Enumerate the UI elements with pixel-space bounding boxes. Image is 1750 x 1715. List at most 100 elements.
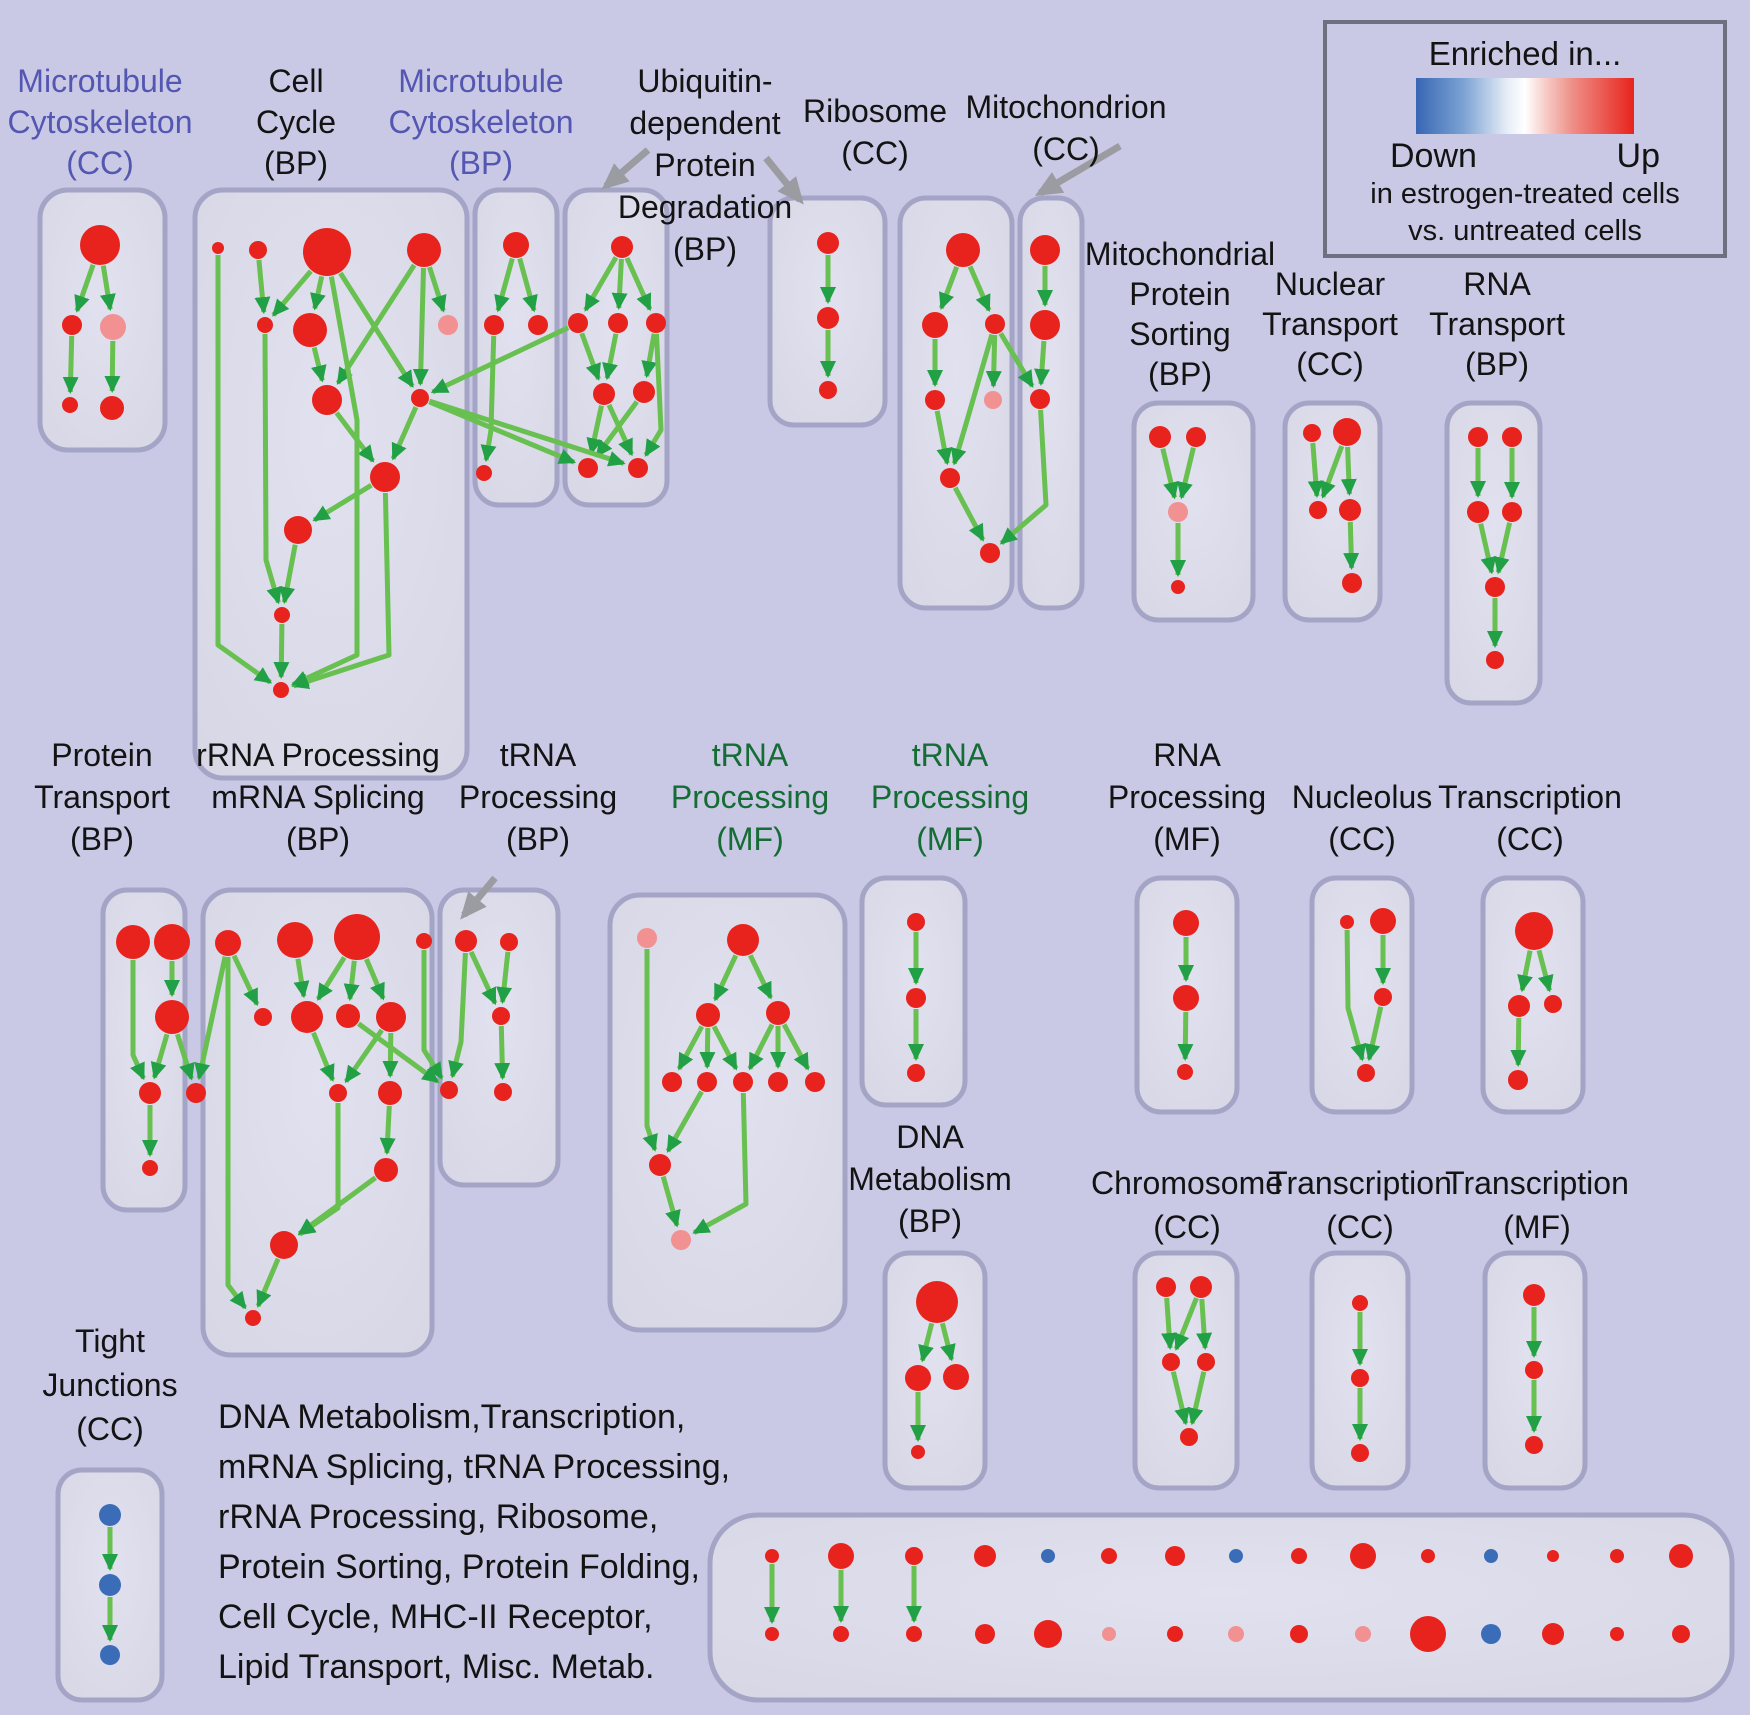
go-term-node-tb4 [440, 1081, 458, 1099]
edge-tb3-tb5 [494, 1025, 511, 1080]
cluster-box-band [707, 1512, 1735, 1703]
cluster-label-ribosome: Ribosome [803, 93, 947, 129]
go-term-node-cc8 [411, 389, 429, 407]
cluster-label-trna-bp: tRNA [500, 737, 577, 773]
go-term-node-tj2 [99, 1574, 121, 1596]
go-term-node-rr1 [215, 930, 241, 956]
go-term-node-rb5 [984, 391, 1002, 409]
edge-rb3-rb6 [950, 333, 995, 466]
cluster-label-ribosome: (CC) [841, 135, 909, 171]
edge-ms1-ms3 [1160, 448, 1179, 500]
go-term-node-rb1 [946, 233, 980, 267]
go-term-node-ms3 [1168, 502, 1188, 522]
edge-rb4-rb6 [934, 410, 953, 466]
go-term-node-rp2 [1173, 985, 1199, 1011]
edge-mt2-mt3 [1034, 340, 1050, 386]
cluster-box-rna-transport [1444, 400, 1543, 706]
edge-ua2-cc8 [430, 325, 570, 395]
cluster-label-micro-cc: (CC) [66, 145, 134, 181]
go-term-node-h7 [1167, 1626, 1183, 1642]
edge-tb2-tb3 [496, 951, 513, 1005]
label-pointer-arrow [763, 155, 804, 205]
edge-tm3-tm5 [676, 1025, 705, 1071]
go-term-node-pt1 [116, 925, 150, 959]
edge-ua6-ua7 [594, 400, 639, 458]
edge-ch4-ch5 [1187, 1371, 1207, 1426]
go-term-node-ms1 [1149, 426, 1171, 448]
go-term-node-cc7 [438, 315, 458, 335]
go-term-node-tj3 [100, 1645, 120, 1665]
cluster-label-rna-transport: (BP) [1465, 346, 1529, 382]
go-term-node-h12 [1481, 1624, 1501, 1644]
cluster-label-micro-bp: (BP) [449, 145, 513, 181]
go-term-node-h8 [1228, 1626, 1244, 1642]
cluster-label-trna-bp: Processing [459, 779, 617, 815]
go-term-node-pt6 [142, 1160, 158, 1176]
go-term-node-dm2 [905, 1365, 931, 1391]
go-term-node-rr8 [376, 1002, 406, 1032]
edge-rr10-rr11 [379, 1105, 396, 1155]
go-term-node-rb4 [925, 390, 945, 410]
go-term-node-ts2 [906, 988, 926, 1008]
go-term-node-g4 [974, 1545, 996, 1567]
edge-pt3-pt5 [175, 1033, 195, 1081]
go-term-node-rt4 [1502, 502, 1522, 522]
edge-cc10-cc11 [312, 483, 373, 523]
go-term-node-ch2 [1190, 1276, 1212, 1298]
go-term-node-ch5 [1180, 1428, 1198, 1446]
cluster-box-ubiq-a [562, 187, 670, 508]
go-term-node-ch3 [1162, 1353, 1180, 1371]
edge-ua4-ua6 [641, 333, 658, 379]
go-term-node-cc3 [303, 228, 351, 276]
go-term-node-nt2 [1333, 418, 1361, 446]
go-term-node-mc3 [100, 314, 126, 340]
edge-dm1-dm3 [939, 1322, 956, 1362]
go-term-node-g12 [1484, 1549, 1498, 1563]
go-term-node-cc12 [274, 607, 290, 623]
cluster-label-trna-mf-2: (MF) [916, 821, 984, 857]
edge-cc4-cc7 [427, 266, 447, 313]
go-term-node-rr4 [416, 933, 432, 949]
edge-cc12-cc13 [273, 623, 290, 679]
go-term-node-mb1 [503, 232, 529, 258]
go-term-node-ch4 [1197, 1353, 1215, 1371]
go-term-node-h11 [1410, 1616, 1446, 1652]
edge-cc1-cc13 [215, 255, 273, 685]
go-term-node-ua3 [608, 313, 628, 333]
merged-clusters-text: Lipid Transport, Misc. Metab. [218, 1648, 655, 1686]
cluster-label-cell-cycle: Cycle [256, 104, 336, 140]
go-term-node-u1 [1352, 1295, 1368, 1311]
edge-ua2-ua5 [579, 332, 601, 381]
go-term-node-tc4 [1508, 1070, 1528, 1090]
cluster-label-protein-transport: Protein [51, 737, 152, 773]
go-term-node-g8 [1229, 1549, 1243, 1563]
cluster-box-mitochondrion [1017, 195, 1085, 611]
edge-tc1-tc2 [1517, 950, 1533, 993]
edge-ch3-ch5 [1170, 1371, 1190, 1426]
edge-cc3-cc8 [338, 271, 415, 388]
cluster-box-rrna [200, 887, 435, 1358]
go-term-node-h10 [1355, 1626, 1371, 1642]
go-term-node-g11 [1421, 1549, 1435, 1563]
edge-pt3-pt4 [150, 1033, 170, 1080]
go-term-node-cc11 [284, 516, 312, 544]
cluster-label-trna-mf-1: Processing [671, 779, 829, 815]
cluster-label-ubiquitin: Degradation [618, 189, 792, 225]
edge-nt2-nt4 [1340, 446, 1357, 496]
go-term-node-nt3 [1309, 501, 1327, 519]
go-term-node-rr5 [254, 1008, 272, 1026]
merged-clusters-text: DNA Metabolism,Transcription, [218, 1398, 685, 1436]
go-term-node-rr2 [277, 922, 313, 958]
cluster-label-chromosome: Chromosome [1091, 1165, 1283, 1201]
go-term-node-u2 [1351, 1369, 1369, 1387]
go-term-node-g13 [1547, 1550, 1559, 1562]
go-term-node-rt3 [1467, 501, 1489, 523]
cluster-label-ubiquitin: Protein [654, 147, 755, 183]
go-term-node-tm1 [637, 928, 657, 948]
go-term-node-ub3 [819, 381, 837, 399]
cluster-label-rna-proc-mf: Processing [1108, 779, 1266, 815]
go-term-node-mc1 [80, 225, 120, 265]
go-term-node-rr7 [336, 1004, 360, 1028]
